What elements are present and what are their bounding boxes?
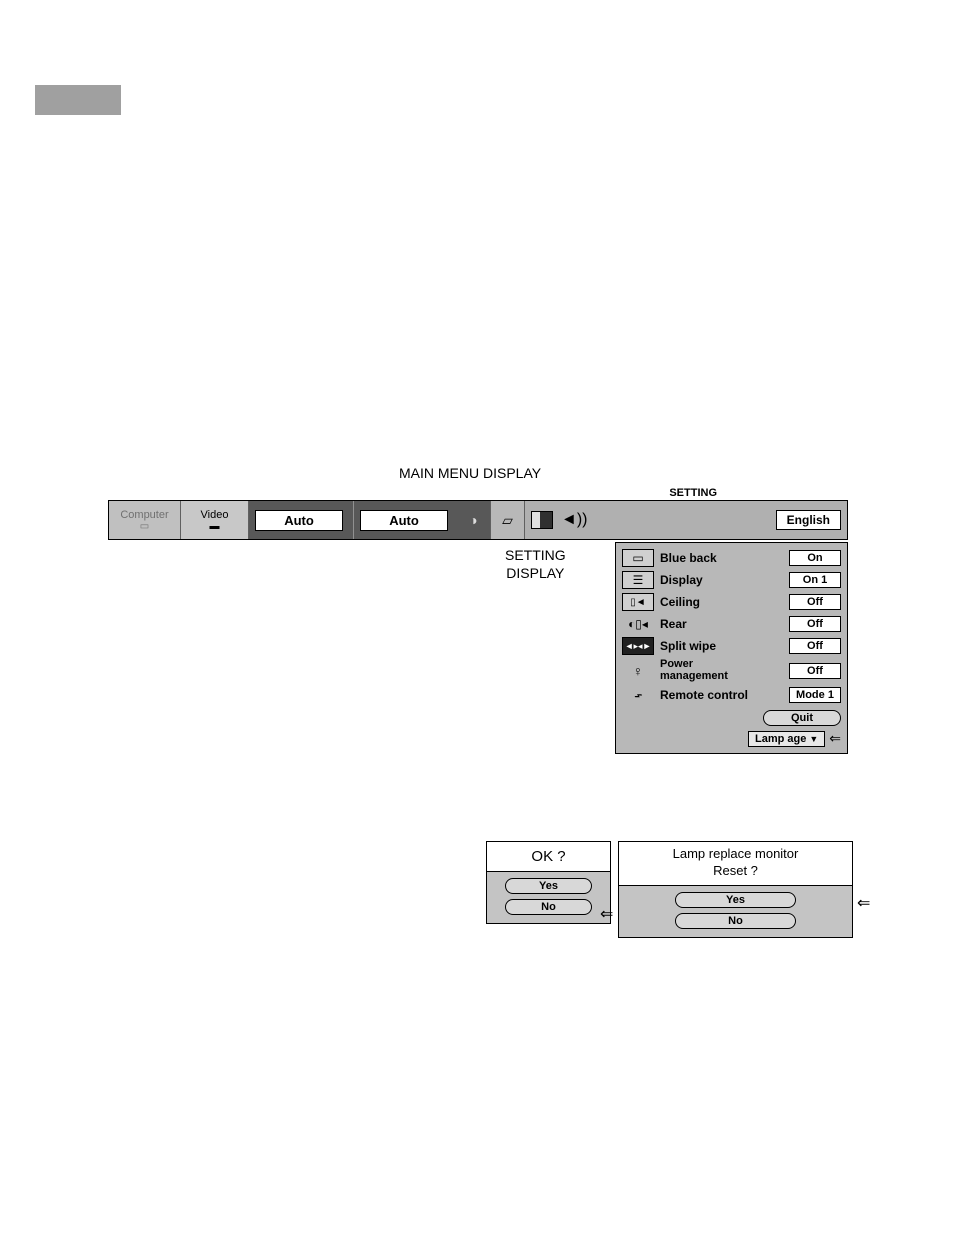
rear-value[interactable]: Off <box>789 616 841 632</box>
adjust-icon[interactable]: ◑ <box>457 501 491 539</box>
row-blue-back[interactable]: ▭ Blue back On <box>620 547 843 569</box>
setting-display-l1: SETTING <box>505 547 566 563</box>
ok-dialog-title: OK ? <box>487 842 610 872</box>
ceiling-icon: ▯◄ <box>622 593 654 611</box>
setting-header-icons: ◄)) <box>531 511 588 529</box>
projector-icon[interactable] <box>531 511 553 529</box>
lamp-dialog-title: Lamp replace monitor Reset ? <box>619 842 852 886</box>
tab-video-label: Video <box>201 509 229 521</box>
arrow-left-icon: ⇐ <box>829 730 841 747</box>
ceiling-value[interactable]: Off <box>789 594 841 610</box>
row-remote[interactable]: ⌁ Remote control Mode 1 <box>620 684 843 706</box>
setting-panel: ▭ Blue back On ☰ Display On 1 ▯◄ Ceiling… <box>615 542 848 754</box>
row-power-mgmt[interactable]: ♀ Power management Off <box>620 657 843 684</box>
remote-icon: ⌁ <box>620 679 657 711</box>
display-value[interactable]: On 1 <box>789 572 841 588</box>
computer-icon: ▭ <box>140 522 149 532</box>
ok-no-arrow-icon: ⇐ <box>600 904 613 924</box>
setting-display-l2: DISPLAY <box>506 565 564 581</box>
lamp-title-l1: Lamp replace monitor <box>673 846 799 861</box>
tab-computer[interactable]: Computer ▭ <box>109 501 181 539</box>
speaker-icon[interactable]: ◄)) <box>561 511 588 529</box>
remote-label: Remote control <box>660 689 783 702</box>
lamp-age-button[interactable]: Lamp age ▼ <box>748 731 825 747</box>
screen-icon[interactable]: ▱ <box>491 501 525 539</box>
auto-slot-1: Auto <box>249 501 353 539</box>
rear-icon: ◐▯◂ <box>622 615 654 633</box>
setting-header-label: SETTING <box>669 487 717 499</box>
ok-yes-button[interactable]: Yes <box>505 878 592 894</box>
ok-dialog: OK ? Yes No <box>486 841 611 924</box>
row-split-wipe[interactable]: ◄▸◂► Split wipe Off <box>620 635 843 657</box>
quit-button[interactable]: Quit <box>763 710 841 726</box>
split-wipe-value[interactable]: Off <box>789 638 841 654</box>
tab-video[interactable]: Video ▬ <box>181 501 249 539</box>
blue-back-icon: ▭ <box>622 549 654 567</box>
display-icon: ☰ <box>622 571 654 589</box>
row-ceiling[interactable]: ▯◄ Ceiling Off <box>620 591 843 613</box>
setting-display-title: SETTING DISPLAY <box>505 546 566 582</box>
main-menu-title: MAIN MENU DISPLAY <box>399 465 541 481</box>
language-select[interactable]: English <box>776 510 841 530</box>
split-wipe-icon: ◄▸◂► <box>622 637 654 655</box>
auto-slot-2: Auto <box>353 501 457 539</box>
power-mgmt-value[interactable]: Off <box>789 663 841 679</box>
main-menu-bar: Computer ▭ Video ▬ Auto Auto ◑ ▱ SETTING… <box>108 500 848 540</box>
auto-value-2[interactable]: Auto <box>360 510 448 531</box>
row-display[interactable]: ☰ Display On 1 <box>620 569 843 591</box>
lamp-dialog: Lamp replace monitor Reset ? Yes No <box>618 841 853 938</box>
power-mgmt-label: Power management <box>660 659 783 682</box>
setting-header: SETTING ◄)) English <box>525 501 847 539</box>
chevron-down-icon: ▼ <box>809 734 818 744</box>
video-icon: ▬ <box>210 522 220 532</box>
remote-value[interactable]: Mode 1 <box>789 687 841 703</box>
split-wipe-label: Split wipe <box>660 640 783 653</box>
ok-no-button[interactable]: No <box>505 899 592 915</box>
lamp-icon: ♀ <box>622 662 654 680</box>
lamp-no-button[interactable]: No <box>675 913 796 929</box>
ceiling-label: Ceiling <box>660 596 783 609</box>
blue-back-label: Blue back <box>660 552 783 565</box>
lamp-yes-arrow-icon: ⇐ <box>857 893 870 913</box>
grey-decorative-block <box>35 85 121 115</box>
display-label: Display <box>660 574 783 587</box>
lamp-yes-button[interactable]: Yes <box>675 892 796 908</box>
lamp-title-l2: Reset ? <box>713 863 758 878</box>
rear-label: Rear <box>660 618 783 631</box>
setting-panel-footer: Quit Lamp age ▼ ⇐ <box>620 710 843 747</box>
row-rear[interactable]: ◐▯◂ Rear Off <box>620 613 843 635</box>
lamp-age-label: Lamp age <box>755 733 806 745</box>
auto-value-1[interactable]: Auto <box>255 510 343 531</box>
blue-back-value[interactable]: On <box>789 550 841 566</box>
tab-computer-label: Computer <box>120 509 168 521</box>
